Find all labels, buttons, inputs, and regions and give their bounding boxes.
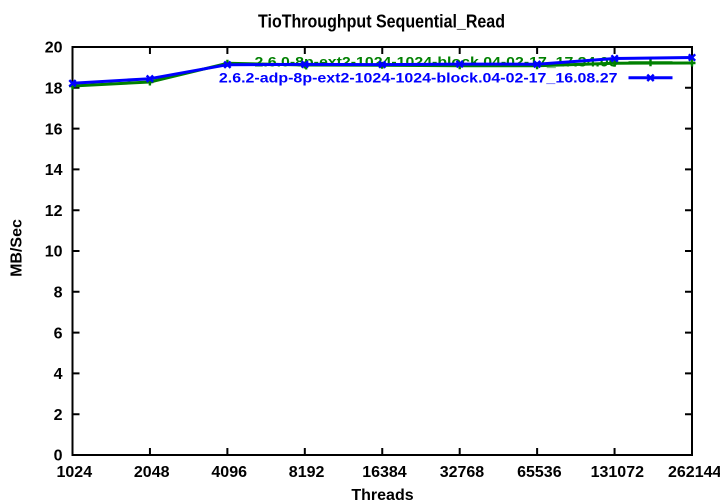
svg-text:2048: 2048 bbox=[134, 464, 170, 481]
svg-text:20: 20 bbox=[45, 40, 63, 57]
svg-text:65536: 65536 bbox=[517, 464, 562, 481]
svg-text:131072: 131072 bbox=[591, 464, 644, 481]
svg-text:14: 14 bbox=[45, 162, 63, 179]
svg-text:16: 16 bbox=[45, 121, 63, 138]
svg-text:2: 2 bbox=[54, 407, 63, 424]
svg-text:4096: 4096 bbox=[211, 464, 247, 481]
svg-text:2.6.2-adp-8p-ext2-1024-1024-bl: 2.6.2-adp-8p-ext2-1024-1024-block.04-02-… bbox=[219, 70, 618, 86]
svg-text:4: 4 bbox=[54, 366, 63, 383]
svg-text:6: 6 bbox=[54, 325, 63, 342]
svg-text:8: 8 bbox=[54, 285, 63, 302]
svg-text:1024: 1024 bbox=[57, 464, 93, 481]
svg-text:TioThroughput Sequential_Read: TioThroughput Sequential_Read bbox=[258, 12, 505, 32]
svg-text:12: 12 bbox=[45, 203, 63, 220]
svg-text:0: 0 bbox=[54, 448, 63, 465]
svg-text:262144: 262144 bbox=[668, 464, 720, 481]
svg-text:32768: 32768 bbox=[440, 464, 485, 481]
svg-text:8192: 8192 bbox=[289, 464, 325, 481]
svg-text:Threads: Threads bbox=[351, 487, 413, 504]
svg-text:16384: 16384 bbox=[362, 464, 407, 481]
svg-text:MB/Sec: MB/Sec bbox=[9, 219, 26, 277]
svg-text:10: 10 bbox=[45, 244, 63, 261]
svg-text:18: 18 bbox=[45, 81, 63, 98]
